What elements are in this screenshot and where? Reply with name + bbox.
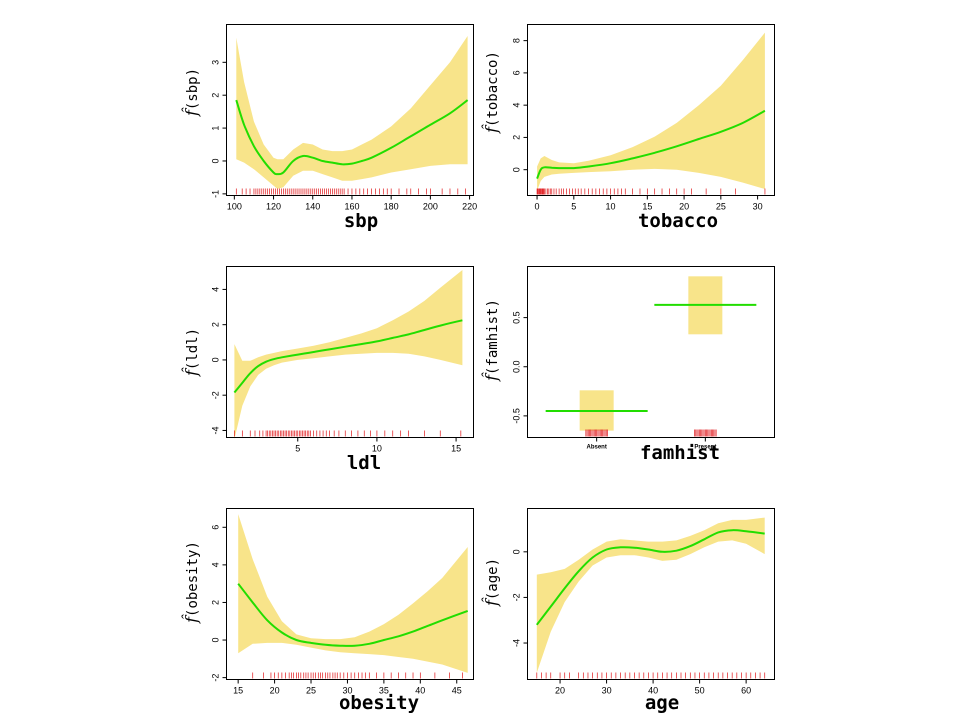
y-axis-label-famhist: f̂(famhist) xyxy=(482,299,501,382)
y-tick-label-sbp: 3 xyxy=(211,60,221,65)
y-tick-label-sbp: 0 xyxy=(211,158,221,163)
x-tick-label-age: 30 xyxy=(602,686,612,696)
fit-curve-sbp xyxy=(235,99,469,176)
x-tick-label-obesity: 40 xyxy=(415,686,425,696)
y-tick-label-sbp: 1 xyxy=(211,126,221,131)
y-axis-label-sbp: f̂(sbp) xyxy=(182,68,201,117)
x-tick-label-tobacco: 0 xyxy=(535,202,540,212)
x-tick-label-tobacco: 15 xyxy=(642,202,652,212)
plot-area-obesity: 15 20 25 30 35 40 45 -2 0 2 4 6 xyxy=(211,514,469,696)
panel-obesity: 15 20 25 30 35 40 45 -2 0 2 4 6 obesity f̂(obesity) xyxy=(182,508,474,714)
y-axis-label-ldl: f̂(ldl) xyxy=(182,328,201,377)
confidence-band-age xyxy=(536,517,765,673)
y-tick-label-famhist: 0.5 xyxy=(512,311,522,324)
x-tick-label-age: 50 xyxy=(695,686,705,696)
x-tick-label-sbp: 120 xyxy=(266,202,281,212)
plot-frame-famhist xyxy=(527,266,775,438)
x-tick-label-tobacco: 5 xyxy=(571,202,576,212)
x-tick-label-ldl: 15 xyxy=(451,444,461,454)
plot-frame-age xyxy=(527,508,775,680)
confidence-band-obesity xyxy=(238,514,468,673)
y-axis-label-age: f̂(age) xyxy=(482,558,501,607)
y-tick-label-ldl: -2 xyxy=(211,391,221,399)
y-tick-label-famhist: -0.5 xyxy=(512,408,522,424)
plot-area-sbp: 100 120 140 160 180 200 220 -1 0 1 2 3 xyxy=(211,36,477,212)
panel-age: 20 30 40 50 60 -4 -2 0 age f̂(age) xyxy=(482,508,775,714)
plot-frame-obesity xyxy=(226,508,474,680)
y-tick-label-sbp: -1 xyxy=(211,190,221,198)
y-axis-label-obesity: f̂(obesity) xyxy=(182,541,201,624)
y-tick-label-sbp: 2 xyxy=(211,93,221,98)
y-tick-label-ldl: 4 xyxy=(211,287,221,292)
confidence-band-tobacco xyxy=(537,32,765,191)
y-tick-label-obesity: -2 xyxy=(211,674,221,682)
fit-curve-tobacco xyxy=(536,109,766,179)
y-tick-label-obesity: 0 xyxy=(211,638,221,643)
x-axis-label-obesity: obesity xyxy=(339,692,419,714)
x-tick-label-obesity: 35 xyxy=(379,686,389,696)
x-axis-label-sbp: sbp xyxy=(344,210,378,232)
x-tick-label-obesity: 25 xyxy=(306,686,316,696)
plot-frame-ldl xyxy=(226,266,474,438)
y-tick-label-ldl: 2 xyxy=(211,322,221,327)
x-tick-label-obesity: 30 xyxy=(342,686,352,696)
plot-area-ldl: 5 10 15 -4 -2 0 2 4 xyxy=(211,270,463,454)
plot-area-tobacco: 0 5 10 15 20 25 30 0 2 4 6 8 xyxy=(512,32,766,212)
y-tick-label-tobacco: 8 xyxy=(512,38,522,43)
y-tick-label-obesity: 4 xyxy=(211,562,221,567)
y-tick-label-tobacco: 4 xyxy=(512,103,522,108)
x-tick-label-tobacco: 25 xyxy=(716,202,726,212)
x-tick-label-age: 20 xyxy=(555,686,565,696)
plot-area-famhist: Absent Present -0.5 0.0 0.5 xyxy=(512,276,757,451)
y-tick-label-ldl: -4 xyxy=(211,426,221,434)
y-tick-label-obesity: 2 xyxy=(211,600,221,605)
y-tick-label-obesity: 6 xyxy=(211,525,221,530)
y-tick-label-age: 0 xyxy=(512,549,522,554)
x-tick-label-tobacco: 10 xyxy=(606,202,616,212)
y-tick-label-tobacco: 2 xyxy=(512,135,522,140)
y-tick-label-tobacco: 0 xyxy=(512,167,522,172)
x-tick-label-ldl: 5 xyxy=(295,444,300,454)
y-tick-label-age: -2 xyxy=(512,593,522,601)
y-tick-label-ldl: 0 xyxy=(211,357,221,362)
plot-frame-tobacco xyxy=(527,24,775,196)
x-axis-label-ldl: ldl xyxy=(347,452,381,474)
y-tick-label-famhist: 0.0 xyxy=(512,360,522,373)
x-tick-label-age: 40 xyxy=(648,686,658,696)
confidence-band-ldl xyxy=(234,270,463,440)
fit-curve-age xyxy=(535,529,765,626)
panel-famhist: Absent Present -0.5 0.0 0.5 famhist f̂(famhi… xyxy=(482,266,775,464)
x-axis-label-famhist: famhist xyxy=(640,442,720,464)
panel-ldl: 5 10 15 -4 -2 0 2 4 ldl f̂(ldl) xyxy=(182,266,474,474)
x-tick-label-sbp: 220 xyxy=(462,202,477,212)
x-tick-label-famhist-absent: Absent xyxy=(586,445,606,451)
x-axis-label-age: age xyxy=(645,692,679,714)
x-tick-label-ldl: 10 xyxy=(372,444,382,454)
panel-sbp: 100 120 140 160 180 200 220 -1 0 1 2 3 sbp f̂(sbp) xyxy=(182,24,477,232)
y-tick-label-tobacco: 6 xyxy=(512,70,522,75)
x-axis-label-tobacco: tobacco xyxy=(638,210,718,232)
fit-curve-obesity xyxy=(237,583,469,647)
x-tick-label-sbp: 140 xyxy=(305,202,320,212)
x-tick-label-age: 60 xyxy=(741,686,751,696)
x-tick-label-famhist-present: Present xyxy=(694,445,716,451)
confidence-band-sbp xyxy=(236,36,468,189)
panel-tobacco: 0 5 10 15 20 25 30 0 2 4 6 8 tobacco f̂(tobacco) xyxy=(482,24,775,232)
x-tick-label-sbp: 180 xyxy=(384,202,399,212)
x-tick-label-obesity: 20 xyxy=(270,686,280,696)
fit-curve-ldl xyxy=(233,319,463,394)
x-tick-label-tobacco: 30 xyxy=(753,202,763,212)
x-tick-label-sbp: 200 xyxy=(423,202,438,212)
y-tick-label-age: -4 xyxy=(512,639,522,647)
plot-frame-sbp xyxy=(226,24,474,196)
y-axis-label-tobacco: f̂(tobacco) xyxy=(482,51,501,134)
x-tick-label-obesity: 45 xyxy=(452,686,462,696)
plot-area-age: 20 30 40 50 60 -4 -2 0 xyxy=(512,517,766,696)
x-tick-label-obesity: 15 xyxy=(233,686,243,696)
x-tick-label-tobacco: 20 xyxy=(679,202,689,212)
x-tick-label-sbp: 160 xyxy=(344,202,359,212)
x-tick-label-sbp: 100 xyxy=(227,202,242,212)
